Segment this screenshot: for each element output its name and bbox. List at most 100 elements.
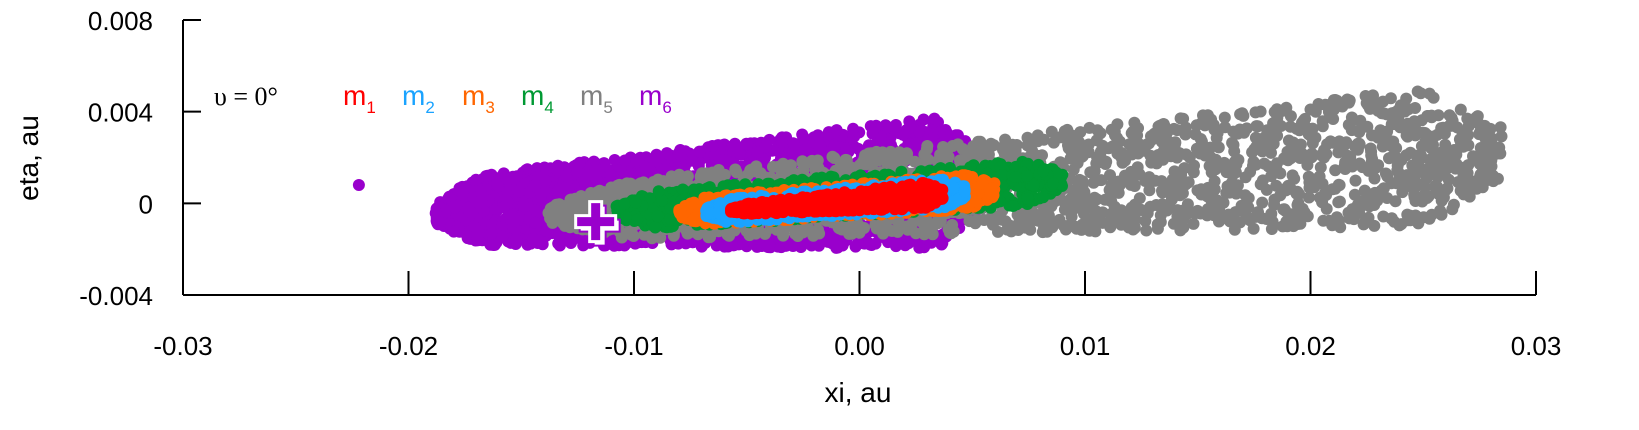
data-point <box>1250 120 1263 133</box>
data-point <box>1177 221 1190 234</box>
data-point <box>1234 216 1246 229</box>
data-point <box>1208 123 1221 136</box>
data-point <box>1299 149 1312 162</box>
data-point <box>649 221 662 234</box>
data-point <box>1096 139 1109 152</box>
data-point <box>1354 114 1367 127</box>
data-point <box>1454 103 1467 116</box>
data-point <box>508 216 521 228</box>
data-point <box>535 188 548 201</box>
data-point <box>763 239 775 252</box>
data-points <box>352 85 1508 254</box>
data-point <box>1021 192 1034 205</box>
data-point <box>1447 198 1460 211</box>
data-point <box>631 213 644 226</box>
data-point <box>1393 219 1406 232</box>
data-point <box>589 163 602 176</box>
data-point <box>1149 174 1162 187</box>
data-point <box>706 140 719 152</box>
data-point <box>571 165 584 178</box>
data-point <box>1264 210 1277 223</box>
data-point <box>497 201 510 214</box>
data-point <box>1003 219 1016 232</box>
data-point <box>828 140 841 153</box>
data-point <box>573 156 586 169</box>
data-point <box>1454 175 1467 188</box>
data-point <box>665 170 678 183</box>
data-point <box>1282 179 1295 192</box>
data-point <box>972 135 985 148</box>
data-point <box>1230 187 1243 200</box>
data-point <box>560 170 573 183</box>
data-point <box>558 206 570 219</box>
data-point <box>1040 211 1053 224</box>
data-point <box>1090 157 1103 170</box>
data-point <box>536 238 549 251</box>
data-point <box>1298 206 1311 219</box>
data-point <box>1079 200 1092 213</box>
data-point <box>472 228 484 241</box>
data-point <box>1111 118 1124 131</box>
data-point <box>652 185 665 198</box>
data-point <box>1368 219 1381 232</box>
data-point <box>470 173 482 186</box>
data-point <box>526 232 539 245</box>
data-point <box>539 174 552 187</box>
data-point <box>830 124 843 137</box>
data-point <box>1102 193 1115 206</box>
data-point <box>1486 144 1499 157</box>
data-point <box>1148 127 1161 140</box>
data-point <box>491 178 504 191</box>
data-point <box>1082 138 1095 151</box>
data-point <box>604 169 617 181</box>
data-point <box>559 182 571 195</box>
data-point <box>1270 179 1283 192</box>
data-point <box>1313 98 1326 111</box>
data-point <box>1236 125 1249 138</box>
data-point <box>627 230 640 242</box>
data-point <box>731 142 744 155</box>
data-point <box>1116 156 1129 169</box>
data-point <box>943 226 956 239</box>
data-point <box>754 168 767 181</box>
data-point <box>1027 209 1040 222</box>
data-point <box>1323 214 1336 227</box>
data-point <box>1408 213 1421 226</box>
data-point <box>564 237 577 249</box>
data-point <box>513 185 525 198</box>
data-point <box>1151 218 1164 231</box>
data-point <box>1353 157 1366 170</box>
data-point <box>1088 191 1101 204</box>
data-point <box>951 129 964 142</box>
data-point <box>978 214 991 226</box>
data-point <box>1134 138 1147 151</box>
data-point <box>1420 139 1433 152</box>
data-point <box>1372 159 1385 172</box>
data-point <box>1171 151 1184 164</box>
data-point <box>1219 121 1231 134</box>
data-point <box>1109 129 1121 142</box>
data-point <box>1179 128 1192 141</box>
data-point <box>1302 170 1315 183</box>
data-point <box>1478 119 1491 132</box>
data-point <box>1322 105 1335 118</box>
data-point <box>1191 184 1204 197</box>
data-point <box>608 154 621 166</box>
data-point <box>1431 184 1444 197</box>
data-point <box>675 149 687 162</box>
data-point <box>1076 180 1089 193</box>
data-point <box>1247 159 1259 172</box>
data-point <box>1291 218 1304 230</box>
data-point <box>1408 188 1421 201</box>
data-point <box>787 137 800 150</box>
data-point <box>1009 171 1022 183</box>
data-point <box>644 164 657 177</box>
data-point <box>877 227 890 240</box>
data-point <box>1343 94 1356 107</box>
data-point <box>1113 179 1126 192</box>
data-point <box>1037 191 1050 204</box>
data-point <box>496 230 509 243</box>
data-point <box>1341 149 1354 162</box>
data-point <box>686 154 699 167</box>
